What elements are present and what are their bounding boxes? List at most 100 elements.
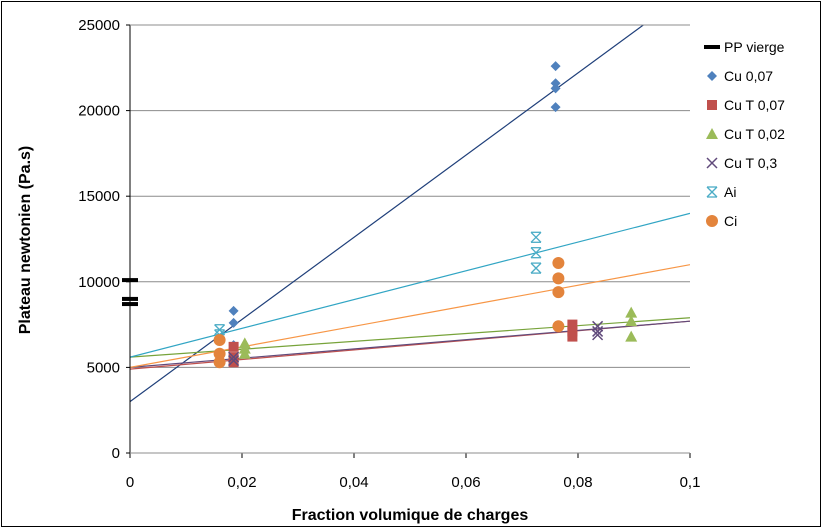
y-tick-label: 20000 [78, 103, 120, 120]
legend-marker [707, 71, 717, 81]
data-point [550, 102, 561, 113]
data-point [213, 334, 226, 347]
x-tick-label: 0,02 [227, 474, 256, 491]
legend-marker [706, 128, 718, 139]
x-tick-label: 0,04 [339, 474, 368, 491]
asterisk-stroke [530, 262, 542, 274]
legend-marker [704, 45, 720, 49]
circle-mark [213, 347, 226, 360]
data-point [592, 325, 604, 337]
diamond-mark [550, 61, 561, 72]
legend-label: Cu T 0,3 [724, 155, 777, 171]
data-point [530, 262, 542, 274]
legend: PP vierge Cu 0,07 Cu T 0,07 Cu T 0,02 Cu T 0… [704, 39, 785, 229]
dash-mark [704, 45, 720, 49]
x-tick-label: 0,1 [680, 474, 701, 491]
square-mark [567, 331, 578, 342]
x-tick-label: 0,08 [563, 474, 592, 491]
legend-marker [706, 186, 718, 198]
x-tick-label: 0,06 [451, 474, 480, 491]
circle-mark [552, 272, 565, 285]
trend-line [130, 317, 690, 358]
legend-label: Cu T 0,02 [724, 126, 785, 142]
triangle-mark [706, 128, 718, 139]
axes [126, 24, 691, 458]
data-point [228, 317, 239, 328]
triangle-mark [625, 315, 638, 327]
tick-labels: 0 5000 10000 15000 20000 25000 0 0,02 0,04 0,06 0,… [78, 17, 700, 491]
y-tick-label: 10000 [78, 274, 120, 291]
diamond-mark [550, 102, 561, 113]
diamond-mark [707, 71, 717, 81]
data-point [550, 61, 561, 72]
data-point [552, 286, 565, 299]
diamond-mark [228, 305, 239, 316]
legend-marker [706, 215, 718, 227]
triangle-mark [238, 347, 251, 359]
square-mark [228, 357, 239, 368]
legend-marker [706, 157, 718, 169]
legend-label: Cu 0,07 [724, 68, 773, 84]
data-point [592, 329, 604, 341]
data-point [228, 357, 239, 368]
data-point [238, 347, 251, 359]
circle-mark [706, 215, 718, 227]
square-mark [567, 319, 578, 330]
y-tick-label: 5000 [87, 359, 120, 376]
diamond-mark [228, 317, 239, 328]
x-mark-stroke [592, 325, 604, 337]
data-point [228, 355, 240, 367]
asterisk-stroke [530, 231, 542, 243]
data-point [213, 347, 226, 360]
circle-mark [213, 334, 226, 347]
data-point [552, 272, 565, 285]
circle-mark [552, 320, 565, 333]
y-tick-label: 25000 [78, 17, 120, 34]
asterisk-stroke [530, 247, 542, 259]
x-mark-stroke [228, 351, 240, 363]
x-mark-stroke [228, 355, 240, 367]
data-point [567, 319, 578, 330]
data-point [228, 341, 239, 352]
data-point [625, 330, 638, 342]
legend-label: Cu T 0,07 [724, 97, 785, 113]
data-point [550, 78, 561, 89]
trend-line [130, 212, 690, 358]
data-point [530, 231, 542, 243]
data-points [122, 61, 638, 369]
x-axis-title: Fraction volumique de charges [292, 507, 529, 524]
square-mark [707, 100, 717, 110]
diamond-mark [550, 78, 561, 89]
triangle-mark [625, 306, 638, 318]
y-tick-label: 0 [112, 445, 120, 462]
x-mark-stroke [592, 329, 604, 341]
data-point [552, 320, 565, 333]
data-point [530, 247, 542, 259]
legend-label: PP vierge [724, 39, 785, 55]
legend-marker [707, 100, 717, 110]
y-axis-title: Plateau newtonien (Pa.s) [17, 146, 34, 334]
asterisk-stroke [706, 186, 718, 198]
data-point [567, 331, 578, 342]
data-point [550, 83, 561, 94]
x-mark-stroke [592, 320, 604, 332]
diamond-mark [550, 83, 561, 94]
data-point [625, 315, 638, 327]
circle-mark [213, 356, 226, 369]
x-mark-stroke [706, 157, 718, 169]
y-tick-label: 15000 [78, 188, 120, 205]
data-point [625, 306, 638, 318]
circle-mark [552, 286, 565, 299]
circle-mark [552, 256, 565, 269]
legend-label: Ci [724, 213, 737, 229]
legend-label: Ai [724, 184, 736, 200]
triangle-mark [625, 330, 638, 342]
data-point [213, 356, 226, 369]
data-point [567, 326, 578, 337]
square-mark [567, 326, 578, 337]
x-tick-label: 0 [126, 474, 134, 491]
square-mark [228, 341, 239, 352]
data-point [592, 320, 604, 332]
